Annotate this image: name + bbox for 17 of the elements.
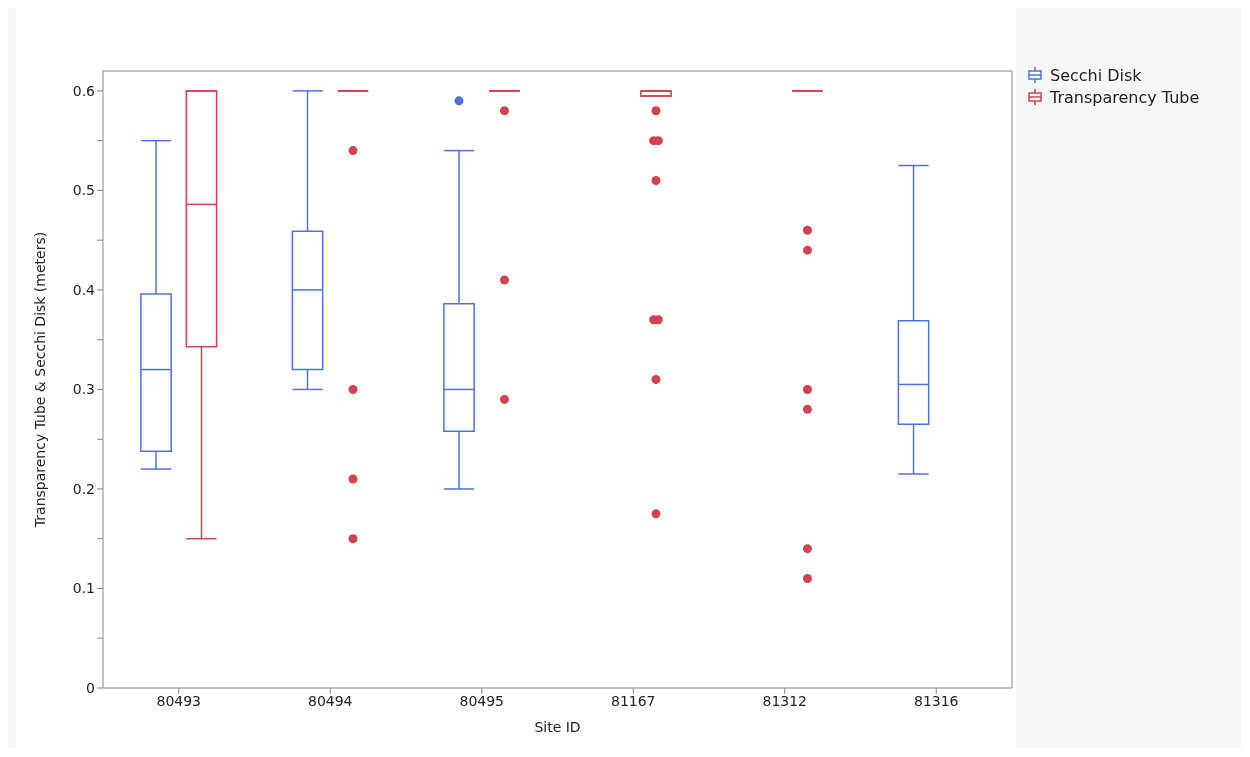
x-axis-title: Site ID	[534, 719, 581, 735]
y-axis-title: Transparency Tube & Secchi Disk (meters)	[31, 231, 48, 529]
y-tick-label: 0.1	[72, 580, 95, 597]
legend-label: Secchi Disk	[1050, 65, 1142, 85]
x-tick-label: 80493	[156, 692, 202, 709]
x-tick-label: 81167	[610, 692, 656, 709]
y-tick-label: 0.3	[72, 381, 95, 398]
y-tick-label: 0.4	[72, 281, 96, 298]
y-tick-label: 0	[86, 679, 95, 696]
x-tick-label: 81316	[913, 692, 959, 709]
y-tick-label: 0.2	[72, 480, 95, 497]
x-tick-label: 81312	[762, 692, 808, 709]
x-tick-label: 80494	[307, 692, 353, 709]
y-tick-label: 0.5	[72, 182, 95, 199]
legend-label: Transparency Tube	[1050, 87, 1200, 107]
y-tick-label: 0.6	[72, 82, 96, 99]
x-tick-label: 80495	[459, 692, 505, 709]
